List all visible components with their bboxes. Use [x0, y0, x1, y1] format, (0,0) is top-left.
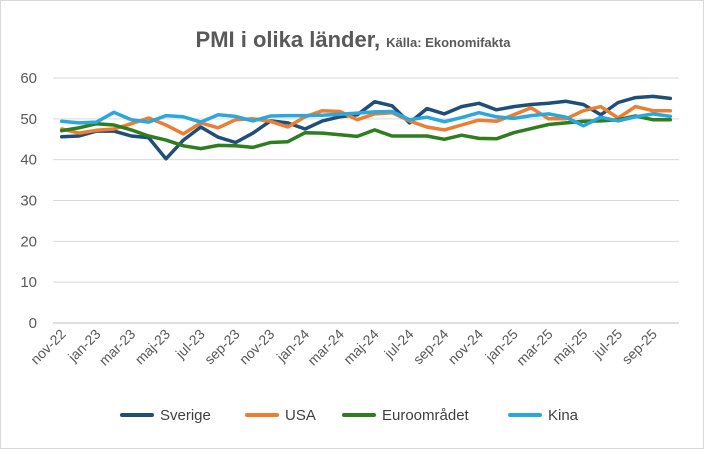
x-tick-label: maj-25 — [549, 326, 591, 368]
series-line-kina — [59, 109, 673, 128]
x-tick-label: sep-25 — [618, 326, 660, 368]
legend: Sverige USA Euroområdet Kina — [120, 407, 579, 424]
y-tick-label: 20 — [20, 233, 37, 250]
chart-subtitle: Källa: Ekonomifakta — [386, 35, 511, 50]
legend-label: Kina — [548, 407, 579, 424]
legend-label: USA — [285, 407, 316, 424]
x-tick-label: mar-23 — [96, 326, 139, 369]
x-tick-label: nov-24 — [445, 326, 487, 368]
x-tick-label: nov-23 — [236, 326, 278, 368]
series-lines — [59, 94, 673, 161]
x-tick-label: maj-23 — [132, 326, 174, 368]
y-axis: 0 10 20 30 40 50 60 — [20, 70, 37, 332]
legend-label: Sverige — [160, 407, 211, 424]
grid — [53, 77, 679, 324]
y-tick-label: 0 — [29, 315, 37, 332]
y-tick-label: 40 — [20, 152, 37, 169]
y-tick-label: 10 — [20, 274, 37, 291]
y-tick-label: 30 — [20, 193, 37, 210]
chart-title: PMI i olika länder, Källa: Ekonomifakta — [196, 27, 512, 52]
x-tick-label: sep-24 — [410, 326, 452, 368]
x-tick-label: mar-24 — [304, 326, 347, 369]
y-tick-label: 60 — [20, 70, 37, 87]
series-line-euroområdet — [59, 114, 673, 151]
legend-label: Euroområdet — [382, 407, 470, 424]
series-line-sverige — [59, 94, 673, 161]
chart-title-main: PMI i olika länder, — [196, 27, 381, 52]
x-tick-label: maj-24 — [340, 326, 382, 368]
x-tick-label: mar-25 — [513, 326, 556, 369]
y-tick-label: 50 — [20, 111, 37, 128]
x-tick-label: sep-23 — [201, 326, 243, 368]
